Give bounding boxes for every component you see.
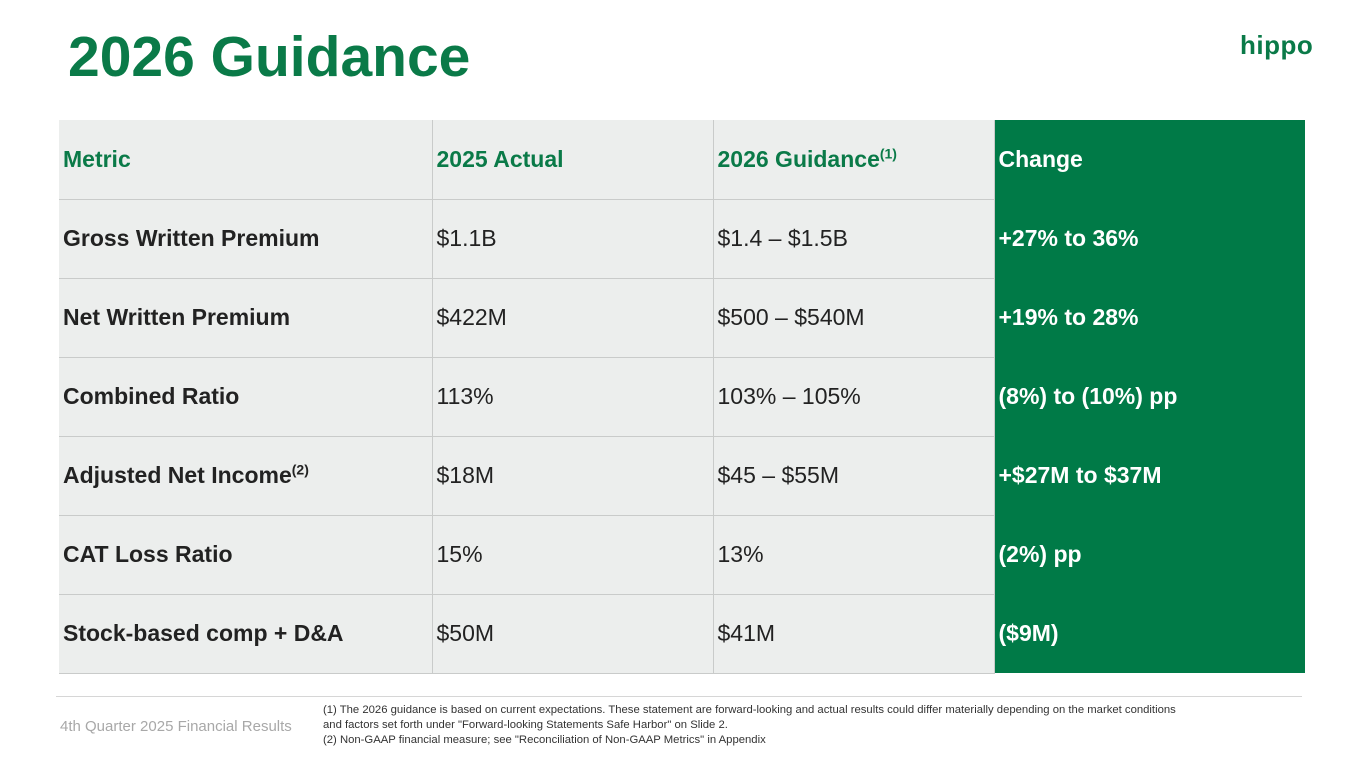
metric-label: Gross Written Premium xyxy=(63,225,320,251)
table-header-row: Metric 2025 Actual 2026 Guidance(1) Chan… xyxy=(59,120,1305,200)
guidance-2026-cell: 13% xyxy=(713,515,995,595)
table-row: Combined Ratio 113% 103% – 105% (8%) to (10… xyxy=(59,357,1305,437)
actual-2025-cell: $422M xyxy=(432,278,714,358)
guidance-2026-cell: $1.4 – $1.5B xyxy=(713,199,995,279)
change-cell: +$27M to $37M xyxy=(994,436,1305,515)
metric-label: Adjusted Net Income xyxy=(63,462,292,488)
header-2026-guidance-label: 2026 Guidance xyxy=(717,145,880,172)
footnotes: (1) The 2026 guidance is based on curren… xyxy=(323,703,1283,748)
metric-cell: Combined Ratio xyxy=(59,357,433,437)
table-row: Adjusted Net Income(2) $18M $45 – $55M +$27… xyxy=(59,436,1305,516)
change-cell: ($9M) xyxy=(994,594,1305,673)
table-row: Gross Written Premium $1.1B $1.4 – $1.5B +2… xyxy=(59,199,1305,279)
actual-2025-cell: $50M xyxy=(432,594,714,674)
guidance-2026-cell: $41M xyxy=(713,594,995,674)
hippo-logo: hippo xyxy=(1240,30,1314,60)
change-cell: (8%) to (10%) pp xyxy=(994,357,1305,436)
table-row: Stock-based comp + D&A $50M $41M ($9M) xyxy=(59,594,1305,674)
footnote-1-line-2: and factors set forth under "Forward-loo… xyxy=(323,719,728,731)
metric-label: Stock-based comp + D&A xyxy=(63,620,344,646)
metric-cell: Gross Written Premium xyxy=(59,199,433,279)
header-2025-actual: 2025 Actual xyxy=(432,120,714,200)
change-cell: (2%) pp xyxy=(994,515,1305,594)
guidance-2026-cell: $500 – $540M xyxy=(713,278,995,358)
actual-2025-cell: 113% xyxy=(432,357,714,437)
metric-label: Combined Ratio xyxy=(63,383,240,409)
footer-divider xyxy=(56,696,1302,697)
change-cell: +19% to 28% xyxy=(994,278,1305,357)
header-metric: Metric xyxy=(59,120,433,200)
actual-2025-cell: 15% xyxy=(432,515,714,595)
metric-label: Net Written Premium xyxy=(63,304,291,330)
page-title: 2026 Guidance xyxy=(68,25,471,89)
header-change: Change xyxy=(994,120,1305,199)
metric-cell: Net Written Premium xyxy=(59,278,433,358)
guidance-table: Metric 2025 Actual 2026 Guidance(1) Chan… xyxy=(59,120,1305,674)
footnote-1-line-1: (1) The 2026 guidance is based on curren… xyxy=(323,704,1176,716)
change-cell: +27% to 36% xyxy=(994,199,1305,278)
metric-cell: Stock-based comp + D&A xyxy=(59,594,433,674)
guidance-2026-cell: $45 – $55M xyxy=(713,436,995,516)
actual-2025-cell: $1.1B xyxy=(432,199,714,279)
footnote-ref-1: (1) xyxy=(879,145,897,162)
metric-cell: Adjusted Net Income(2) xyxy=(59,436,433,516)
footer-deck-title: 4th Quarter 2025 Financial Results xyxy=(60,718,292,735)
metric-label: CAT Loss Ratio xyxy=(63,541,233,567)
table-row: CAT Loss Ratio 15% 13% (2%) pp xyxy=(59,515,1305,595)
actual-2025-cell: $18M xyxy=(432,436,714,516)
table-row: Net Written Premium $422M $500 – $540M +19%… xyxy=(59,278,1305,358)
guidance-2026-cell: 103% – 105% xyxy=(713,357,995,437)
footnote-ref: (2) xyxy=(291,461,309,478)
header-2026-guidance: 2026 Guidance(1) xyxy=(713,120,995,200)
metric-cell: CAT Loss Ratio xyxy=(59,515,433,595)
footnote-2: (2) Non-GAAP financial measure; see "Rec… xyxy=(323,734,766,746)
